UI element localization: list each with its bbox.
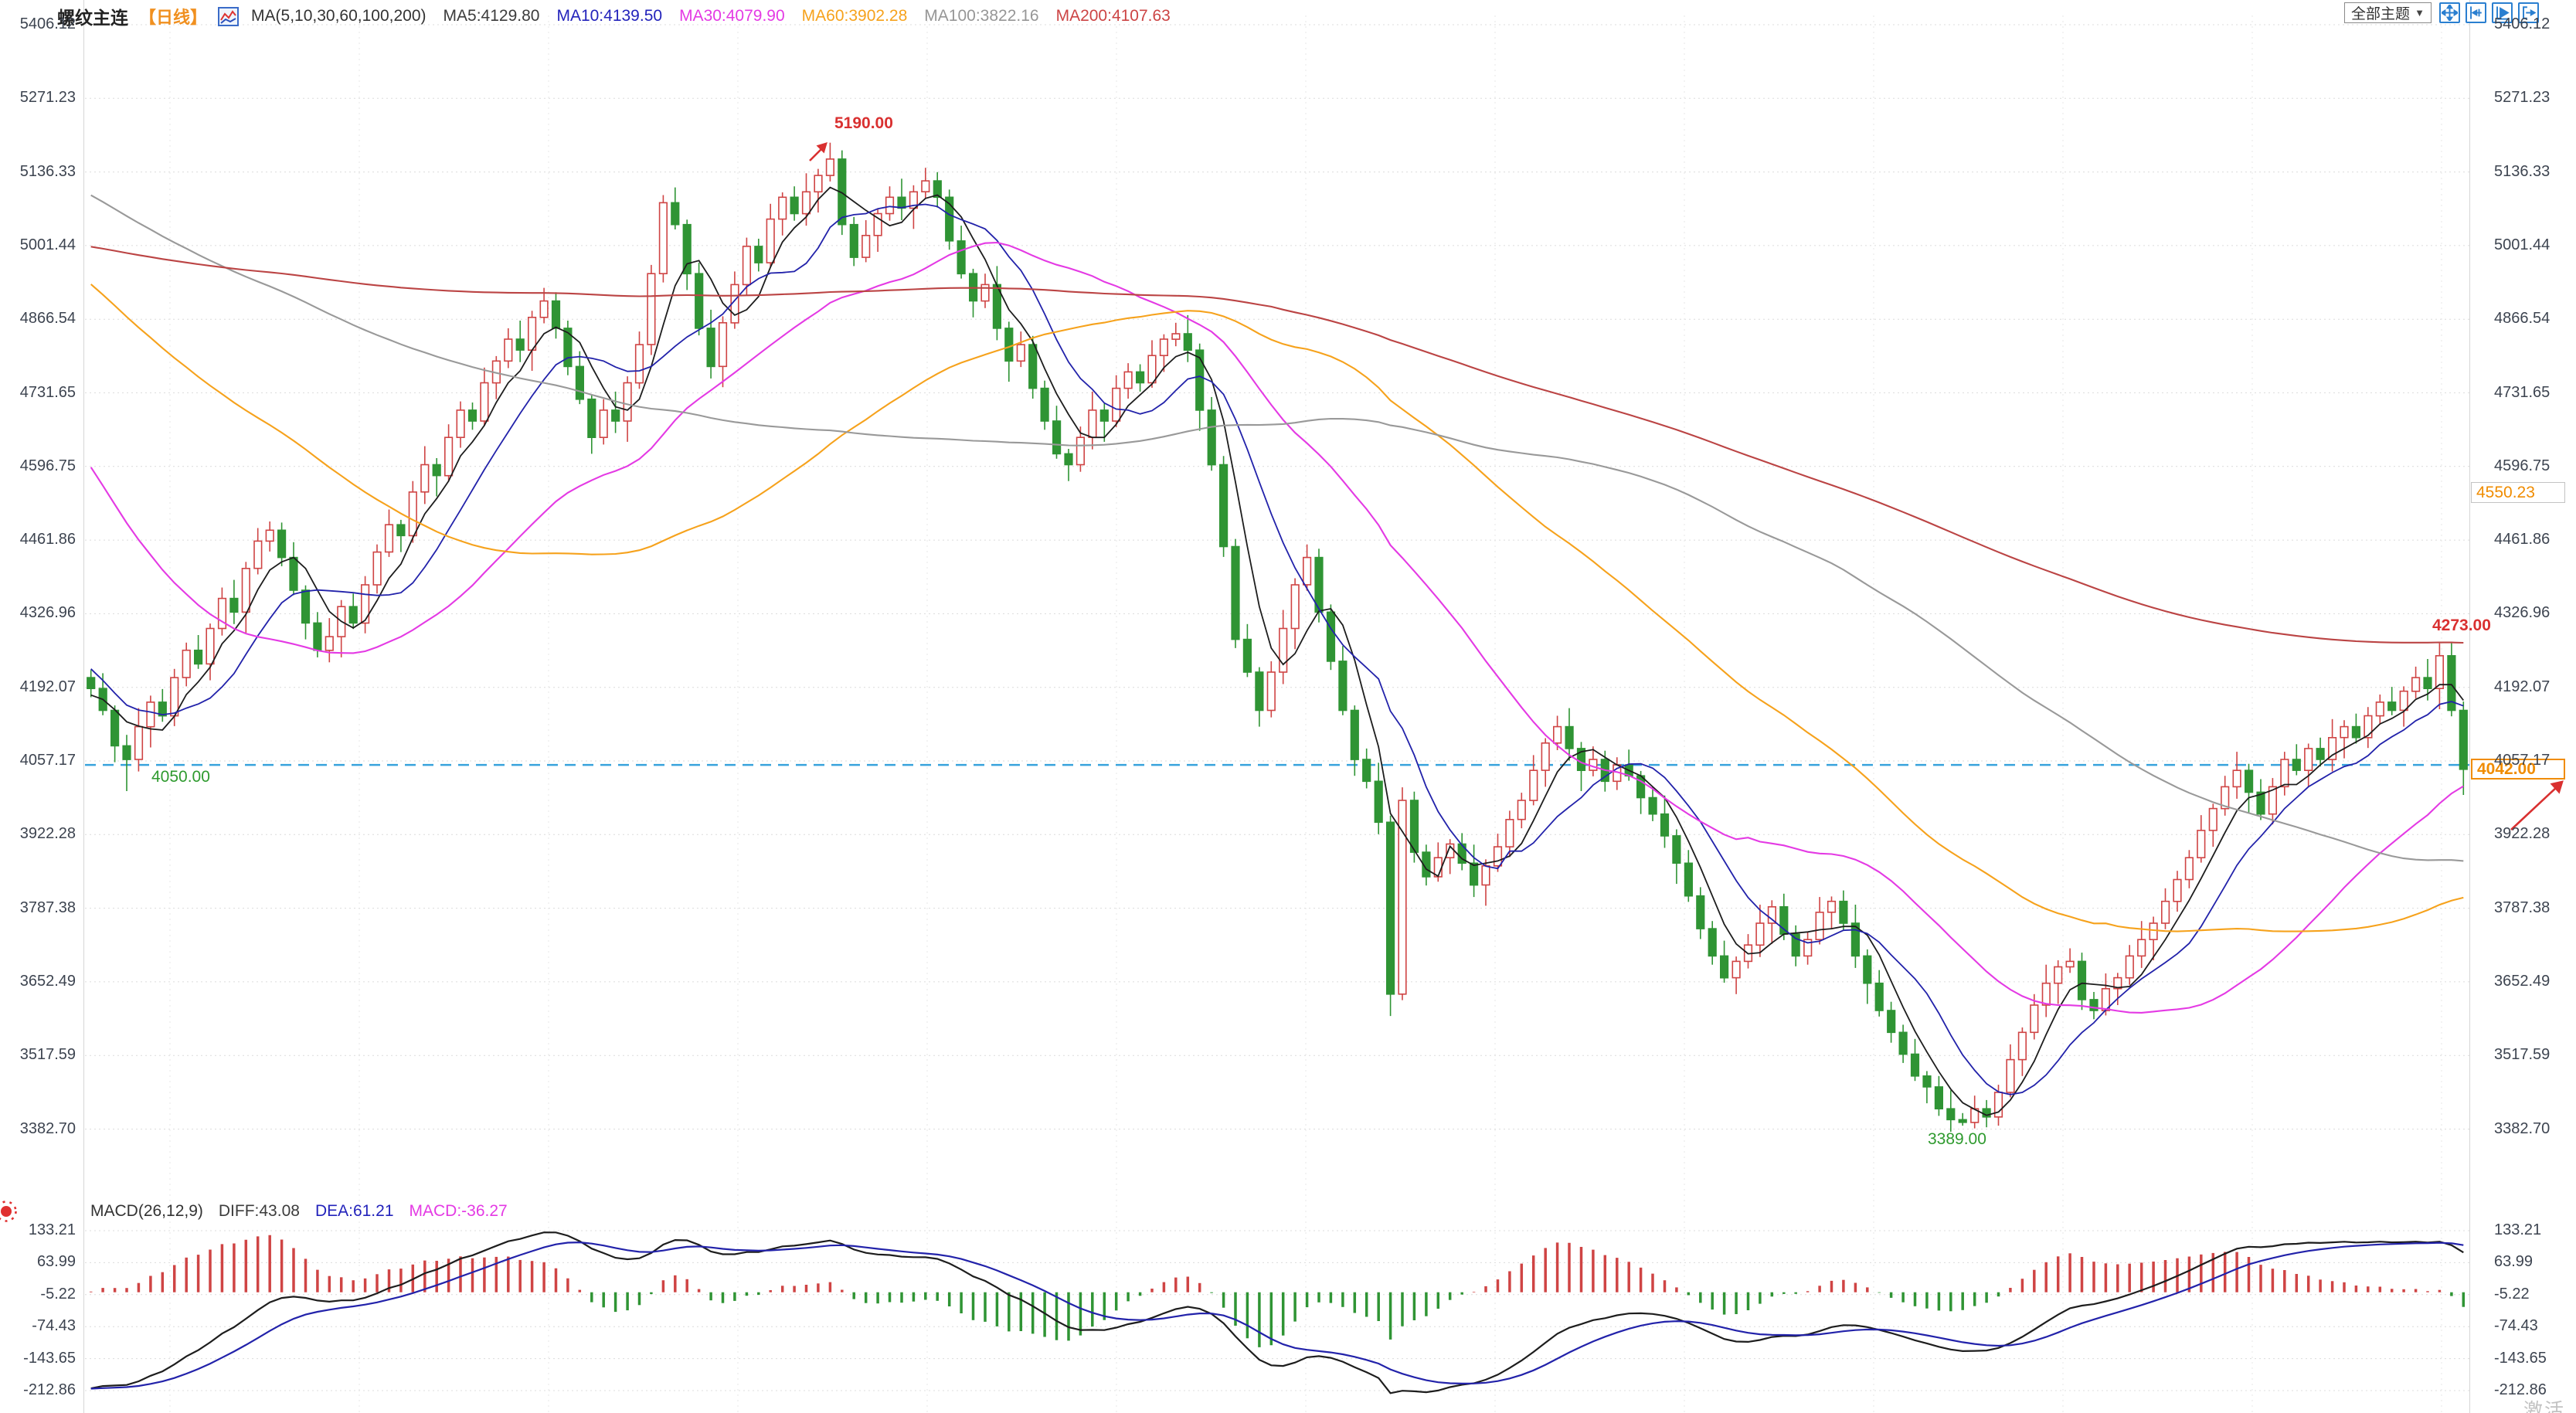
price-axis-label: 4461.86 (2494, 531, 2551, 549)
recent-high-annotation: 4273.00 (2432, 616, 2491, 634)
theme-dropdown-label: 全部主题 (2351, 6, 2411, 22)
price-axis-label: 3517.59 (2494, 1046, 2551, 1064)
macd-dea-value: DEA:61.21 (314, 1202, 394, 1220)
upper-price-badge: 4550.23 (2471, 482, 2565, 503)
ma5-value: MA5:4129.80 (443, 7, 540, 25)
macd-axis-label: 63.99 (2494, 1253, 2534, 1271)
play-axis-icon[interactable] (2492, 2, 2513, 23)
axis-divider-right (2469, 0, 2470, 1413)
ma30-line (90, 241, 2464, 1014)
window-low-annotation: 3389.00 (1928, 1130, 1986, 1148)
candlesticks (87, 142, 2468, 1132)
price-axis-label: 4596.75 (19, 457, 76, 474)
period-tag[interactable]: 【日线】 (139, 8, 208, 27)
macd-axis-label: -5.22 (2494, 1285, 2530, 1303)
alert-line-label: 4050.00 (151, 768, 210, 786)
price-axis-label: 4461.86 (19, 531, 76, 549)
pan-icon[interactable] (2439, 2, 2460, 23)
price-axis-label: 3382.70 (2494, 1119, 2551, 1137)
price-axis-label: 4192.07 (19, 678, 76, 695)
price-axis-label: 4866.54 (19, 310, 76, 328)
watermark-text: 激活 (2523, 1400, 2566, 1413)
macd-axis-label: -143.65 (23, 1349, 76, 1367)
price-axis-label: 5136.33 (19, 162, 76, 180)
window-high-annotation: 5190.00 (834, 114, 893, 132)
ma60-line (90, 284, 2464, 932)
ma30-value: MA30:4079.90 (679, 7, 785, 25)
price-axis-label: 5271.23 (19, 89, 76, 107)
ma60-value: MA60:3902.28 (801, 7, 908, 25)
price-axis-label: 4057.17 (2494, 752, 2551, 769)
ma200-line (90, 246, 2464, 644)
price-axis-label: 4731.65 (19, 383, 76, 401)
price-axis-label: 3517.59 (19, 1046, 76, 1064)
macd-axis-label: -143.65 (2494, 1349, 2547, 1367)
indicator-settings-icon[interactable] (0, 1197, 22, 1225)
annotation-arrows (809, 142, 2564, 830)
ma100-line (90, 194, 2464, 862)
ma200-value: MA200:4107.63 (1055, 7, 1171, 25)
price-axis-label: 4866.54 (2494, 310, 2551, 328)
price-axis-label: 5406.12 (19, 15, 76, 32)
macd-axis-label: -212.86 (23, 1381, 76, 1398)
ma10-line (90, 203, 2464, 1095)
axis-divider-left (83, 0, 84, 1413)
ma5-line (90, 186, 2465, 1116)
gridlines (85, 15, 2469, 1413)
macd-axis-label: 133.21 (28, 1221, 76, 1238)
price-axis-label: 3652.49 (2494, 972, 2551, 990)
macd-diff-value: DIFF:43.08 (218, 1202, 300, 1220)
price-axis-label: 3787.38 (2494, 898, 2551, 916)
price-axis-label: 4326.96 (19, 604, 76, 622)
instrument-title: 螺纹主连 (57, 8, 128, 28)
chevron-down-icon: ▼ (2415, 7, 2425, 19)
price-axis-label: 5136.33 (2494, 162, 2551, 180)
price-axis-label: 4326.96 (2494, 604, 2551, 622)
price-axis-label: 3922.28 (2494, 825, 2551, 843)
price-axis-label: 4731.65 (2494, 383, 2551, 401)
macd-header: MACD(26,12,9) DIFF:43.08 DEA:61.21 MACD:… (90, 1202, 508, 1221)
price-axis-label: 3382.70 (19, 1119, 76, 1137)
price-axis-label: 5001.44 (19, 236, 76, 253)
last-price-badge: 4042.00 (2471, 759, 2565, 780)
compress-left-icon[interactable] (2466, 2, 2486, 23)
chart-header: 螺纹主连 【日线】 MA(5,10,30,60,100,200) MA5:412… (57, 3, 1171, 29)
macd-dea-line (90, 1241, 2464, 1390)
macd-axis-label: -74.43 (2494, 1317, 2538, 1335)
price-axis-label: 4057.17 (19, 752, 76, 769)
price-axis-label: 4192.07 (2494, 678, 2551, 695)
macd-axis-label: 133.21 (2494, 1221, 2542, 1238)
macd-axis-label: -212.86 (2494, 1381, 2547, 1398)
price-axis-label: 5001.44 (2494, 236, 2551, 253)
price-axis-label: 3652.49 (19, 972, 76, 990)
theme-dropdown[interactable]: 全部主题 ▼ (2344, 2, 2432, 23)
shift-right-icon[interactable] (2518, 2, 2539, 23)
ma10-value: MA10:4139.50 (556, 7, 663, 25)
price-axis-label: 5406.12 (2494, 15, 2551, 32)
indicator-chart-icon[interactable] (218, 6, 240, 26)
macd-axis-label: 63.99 (36, 1253, 76, 1271)
price-axis-label: 3787.38 (19, 898, 76, 916)
macd-panel (89, 1231, 2466, 1394)
price-axis-label: 5271.23 (2494, 89, 2551, 107)
macd-diff-line (90, 1231, 2464, 1394)
macd-axis-label: -74.43 (32, 1317, 76, 1335)
ma100-value: MA100:3822.16 (924, 7, 1039, 25)
macd-macd-value: MACD:-36.27 (409, 1202, 508, 1220)
price-axis-label: 3922.28 (19, 825, 76, 843)
macd-params-label: MACD(26,12,9) (90, 1202, 203, 1220)
ma-settings-label: MA(5,10,30,60,100,200) (251, 7, 427, 25)
macd-axis-label: -5.22 (40, 1285, 76, 1303)
price-axis-label: 4596.75 (2494, 457, 2551, 474)
